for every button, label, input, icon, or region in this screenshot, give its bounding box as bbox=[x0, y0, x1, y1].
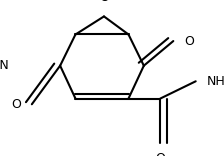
Text: O: O bbox=[155, 152, 165, 156]
Text: O: O bbox=[11, 98, 21, 111]
Text: NH₂: NH₂ bbox=[206, 75, 224, 88]
Text: O: O bbox=[99, 0, 109, 4]
Text: H₂N: H₂N bbox=[0, 59, 9, 72]
Text: O: O bbox=[184, 34, 194, 48]
